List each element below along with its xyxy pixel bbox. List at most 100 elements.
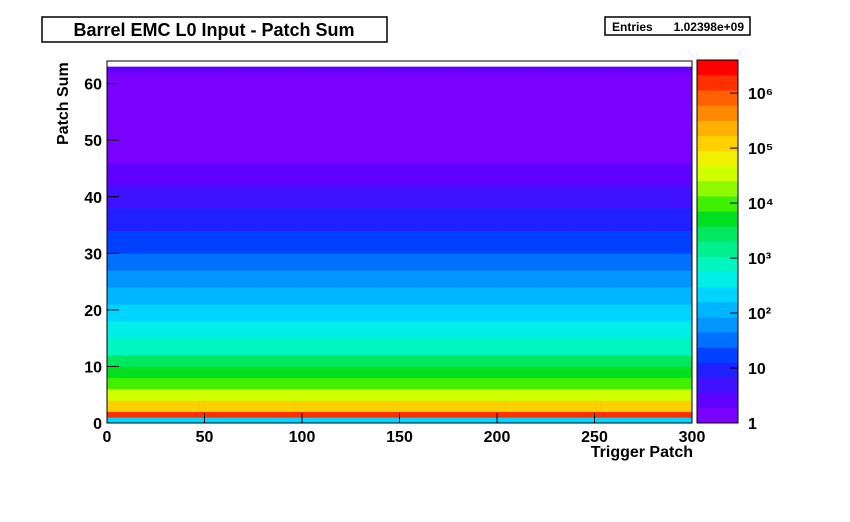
heat-cell — [263, 389, 303, 401]
heat-cell — [224, 270, 264, 288]
y-tick-label: 50 — [84, 133, 102, 150]
heat-cell — [263, 338, 303, 356]
heat-cell — [146, 411, 186, 418]
heat-cell — [575, 321, 615, 339]
heat-cell — [341, 230, 381, 254]
heat-cell — [419, 270, 459, 288]
heat-cell — [185, 140, 225, 164]
heat-cell — [653, 377, 693, 390]
heat-cell — [380, 304, 420, 322]
heat-cell — [458, 304, 498, 322]
heat-cell — [146, 270, 186, 288]
heat-cell — [536, 417, 576, 424]
heat-cell — [497, 411, 537, 418]
heat-cell — [536, 208, 576, 231]
heat-cell — [614, 400, 654, 412]
x-tick-label: 150 — [386, 429, 413, 446]
heat-cell — [380, 66, 420, 73]
heat-cell — [536, 355, 576, 367]
heat-cell — [536, 230, 576, 254]
heat-cell — [653, 355, 693, 367]
heat-cell — [380, 377, 420, 390]
heat-cell — [497, 400, 537, 412]
heat-cell — [536, 162, 576, 186]
heat-cell — [302, 321, 342, 339]
heat-cell — [146, 185, 186, 209]
heat-cell — [653, 230, 693, 254]
heat-cell — [458, 411, 498, 418]
heat-cell — [575, 400, 615, 412]
heat-cell — [341, 321, 381, 339]
heat-cell — [185, 162, 225, 186]
heat-cell — [107, 208, 147, 231]
heat-cell — [107, 377, 147, 390]
heat-cell — [653, 321, 693, 339]
heat-cell — [380, 208, 420, 231]
heat-cell — [224, 253, 264, 271]
heat-cell — [185, 287, 225, 305]
x-tick-label: 200 — [484, 429, 511, 446]
heat-cell — [458, 287, 498, 305]
heat-cell — [224, 400, 264, 412]
heat-cell — [419, 106, 459, 141]
heat-cell — [458, 417, 498, 424]
heat-cell — [185, 321, 225, 339]
heat-cell — [614, 208, 654, 231]
heat-cell — [224, 185, 264, 209]
heat-cell — [185, 389, 225, 401]
heat-cell — [185, 253, 225, 271]
heat-cell — [497, 230, 537, 254]
heat-cell — [497, 208, 537, 231]
heat-cell — [302, 355, 342, 367]
heat-cell — [458, 321, 498, 339]
color-bar-step — [697, 347, 738, 363]
heat-cell — [107, 400, 147, 412]
heat-cell — [107, 389, 147, 401]
heat-cell — [146, 400, 186, 412]
heat-cell — [614, 338, 654, 356]
heat-cell — [341, 287, 381, 305]
heat-cell — [614, 140, 654, 164]
heat-cell — [653, 338, 693, 356]
heat-cell — [107, 304, 147, 322]
heat-cell — [653, 72, 693, 107]
heat-cell — [497, 66, 537, 73]
heat-cell — [419, 338, 459, 356]
heat-cell — [497, 106, 537, 141]
heat-cell — [497, 140, 537, 164]
heat-cell — [419, 253, 459, 271]
heat-cell — [185, 366, 225, 379]
heat-cell — [653, 270, 693, 288]
heat-cell — [185, 338, 225, 356]
heat-cell — [380, 389, 420, 401]
heat-cell — [224, 321, 264, 339]
heat-cell — [458, 208, 498, 231]
heat-cell — [302, 417, 342, 424]
heat-cell — [302, 389, 342, 401]
heat-cell — [380, 270, 420, 288]
heat-cell — [653, 185, 693, 209]
heat-cell — [536, 287, 576, 305]
heat-cell — [107, 411, 147, 418]
heat-cell — [536, 400, 576, 412]
heat-cell — [224, 389, 264, 401]
color-bar-step — [697, 196, 738, 212]
heat-cell — [146, 377, 186, 390]
x-tick-label: 50 — [196, 429, 214, 446]
heat-cell — [224, 208, 264, 231]
heat-cell — [653, 106, 693, 141]
heat-cell — [302, 287, 342, 305]
heat-cell — [419, 366, 459, 379]
y-tick-label: 30 — [84, 246, 102, 263]
heat-cell — [107, 185, 147, 209]
heat-cell — [419, 230, 459, 254]
color-bar-step — [697, 256, 738, 273]
heat-cell — [653, 389, 693, 401]
heat-cell — [146, 72, 186, 107]
heat-cell — [614, 66, 654, 73]
heat-cell — [302, 72, 342, 107]
heat-cell — [302, 377, 342, 390]
heat-cell — [107, 355, 147, 367]
heat-cell — [536, 66, 576, 73]
heat-cell — [146, 140, 186, 164]
